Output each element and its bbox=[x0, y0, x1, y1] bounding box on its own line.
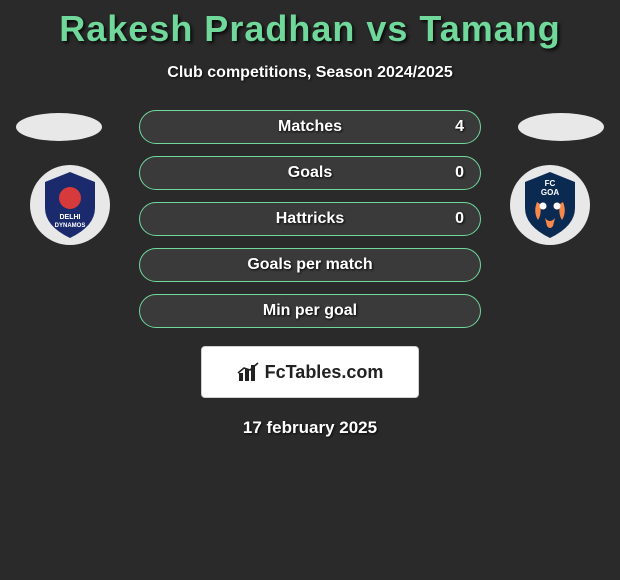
date-line: 17 february 2025 bbox=[0, 418, 620, 438]
stat-label: Min per goal bbox=[263, 302, 357, 320]
svg-text:DYNAMOS: DYNAMOS bbox=[55, 223, 86, 229]
svg-text:FC: FC bbox=[545, 179, 556, 188]
delhi-dynamos-icon: DELHI DYNAMOS bbox=[29, 164, 111, 246]
stats-area: DELHI DYNAMOS FC GOA Matches 4 Goals 0 H… bbox=[0, 110, 620, 328]
stat-label: Matches bbox=[278, 118, 342, 136]
stat-row-goals: Goals 0 bbox=[139, 156, 481, 190]
stat-right-value: 4 bbox=[455, 118, 464, 136]
bar-chart-icon bbox=[237, 361, 261, 383]
stat-row-hattricks: Hattricks 0 bbox=[139, 202, 481, 236]
stat-right-value: 0 bbox=[455, 164, 464, 182]
brand-box: FcTables.com bbox=[201, 346, 419, 398]
svg-text:DELHI: DELHI bbox=[60, 214, 81, 221]
stat-row-matches: Matches 4 bbox=[139, 110, 481, 144]
player-left-shape bbox=[16, 113, 102, 141]
page-title: Rakesh Pradhan vs Tamang bbox=[0, 0, 620, 50]
brand-text: FcTables.com bbox=[265, 362, 384, 383]
club-badge-left: DELHI DYNAMOS bbox=[20, 162, 120, 248]
stat-label: Goals per match bbox=[247, 256, 372, 274]
player-right-shape bbox=[518, 113, 604, 141]
stat-right-value: 0 bbox=[455, 210, 464, 228]
svg-text:GOA: GOA bbox=[541, 188, 559, 197]
stat-row-min-per-goal: Min per goal bbox=[139, 294, 481, 328]
stat-row-goals-per-match: Goals per match bbox=[139, 248, 481, 282]
stat-label: Hattricks bbox=[276, 210, 344, 228]
stat-label: Goals bbox=[288, 164, 332, 182]
club-badge-right: FC GOA bbox=[500, 162, 600, 248]
subtitle: Club competitions, Season 2024/2025 bbox=[0, 64, 620, 82]
fc-goa-icon: FC GOA bbox=[509, 164, 591, 246]
